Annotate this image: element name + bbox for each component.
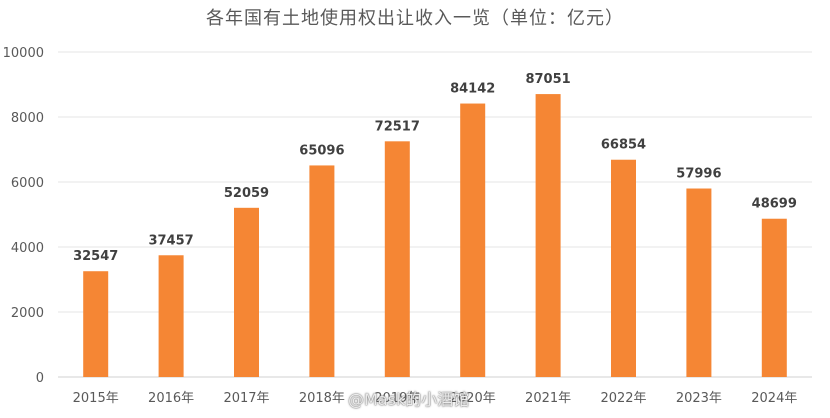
bar	[611, 159, 636, 377]
y-tick-label: 10000	[3, 46, 44, 61]
bar	[234, 207, 259, 377]
bar	[761, 218, 787, 377]
x-tick-label: 2024年	[751, 391, 797, 406]
x-tick-label: 2015年	[73, 391, 119, 406]
data-label: 37457	[148, 233, 193, 248]
data-label: 72517	[375, 119, 420, 134]
x-tick-label: 2018年	[299, 391, 345, 406]
y-tick-label: 0	[36, 371, 44, 386]
bar	[384, 141, 410, 377]
data-label: 52059	[224, 186, 269, 201]
x-tick-label: 2021年	[525, 391, 571, 406]
x-axis: 2015年 2016年 2017年 2018年 2019年 2020年 2021年 2022年…	[73, 391, 798, 406]
data-label: 57996	[676, 167, 721, 182]
y-tick-label: 8000	[11, 111, 44, 126]
x-tick-label: 2022年	[600, 391, 646, 406]
data-label: 66854	[601, 138, 646, 153]
data-label: 48699	[752, 197, 797, 212]
watermark: @Mask的小酒馆	[348, 390, 470, 409]
bars	[83, 94, 787, 377]
x-tick-label: 2019年	[374, 391, 420, 406]
bar	[309, 165, 335, 377]
data-label: 65096	[299, 143, 344, 158]
bar	[83, 271, 109, 377]
y-tick-label: 4000	[11, 241, 44, 256]
bar	[535, 94, 561, 377]
data-label: 87051	[525, 72, 570, 87]
data-label: 32547	[73, 249, 118, 264]
bar	[158, 255, 184, 377]
y-tick-label: 2000	[11, 306, 44, 321]
x-tick-label: 2020年	[450, 391, 496, 406]
chart-title: 各年国有土地使用权出让收入一览（单位：亿元）	[206, 8, 624, 29]
bar	[686, 188, 712, 377]
y-axis: 0 2000 4000 6000 8000 10000	[3, 46, 44, 386]
x-tick-label: 2023年	[676, 391, 722, 406]
data-label: 84142	[450, 82, 495, 97]
y-tick-label: 6000	[11, 176, 44, 191]
gridlines	[58, 51, 812, 378]
x-tick-label: 2017年	[223, 391, 269, 406]
bar	[460, 103, 486, 377]
data-labels: 32547 37457 52059 65096 72517 84142 87051 66854…	[73, 72, 797, 264]
x-tick-label: 2016年	[148, 391, 194, 406]
